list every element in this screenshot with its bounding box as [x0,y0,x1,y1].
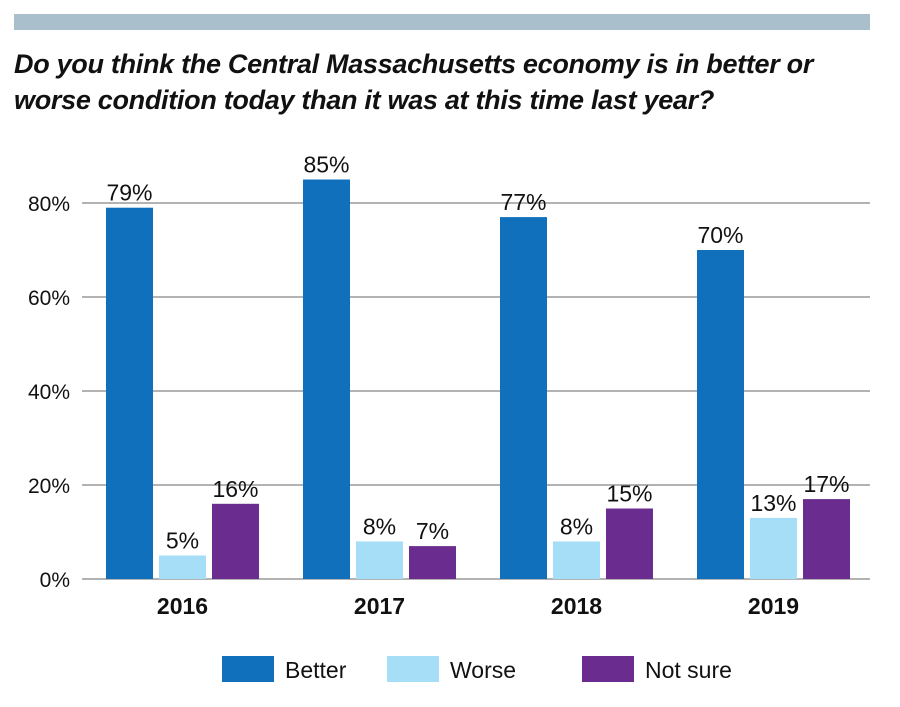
y-tick-label: 40% [28,381,70,404]
x-tick-label: 2016 [157,593,208,619]
legend-label: Not sure [645,657,732,683]
x-tick-label: 2018 [551,593,602,619]
bar-value-label: 85% [303,152,349,178]
bar-better-2017 [303,179,350,579]
bar-better-2018 [500,217,547,579]
legend-swatch-worse [387,656,439,682]
legend-swatch-not-sure [582,656,634,682]
bar-value-label: 77% [500,189,546,215]
legend-swatch-better [222,656,274,682]
bar-worse-2016 [159,555,206,579]
y-tick-label: 80% [28,193,70,216]
bar-worse-2017 [356,541,403,579]
header-accent-bar [14,14,870,30]
bar-better-2016 [106,207,153,579]
bar-worse-2018 [553,541,600,579]
y-tick-label: 0% [40,569,70,592]
bar-value-label: 16% [212,476,258,502]
legend-label: Worse [450,657,516,683]
bar-value-label: 13% [750,490,796,516]
bar-value-label: 17% [803,471,849,497]
bar-value-label: 70% [697,222,743,248]
x-tick-label: 2017 [354,593,405,619]
bar-worse-2019 [750,517,797,579]
bar-value-label: 5% [166,528,199,554]
x-tick-label: 2019 [748,593,799,619]
bar-better-2019 [697,250,744,579]
bar-value-label: 15% [606,481,652,507]
bar-value-label: 79% [106,180,152,206]
bar-not-sure-2017 [409,546,456,579]
bar-not-sure-2016 [212,503,259,579]
legend-label: Better [285,657,347,683]
bar-not-sure-2019 [803,499,850,579]
bar-not-sure-2018 [606,508,653,579]
y-tick-label: 20% [28,475,70,498]
bar-value-label: 8% [363,513,396,539]
bar-value-label: 8% [560,513,593,539]
y-tick-label: 60% [28,287,70,310]
chart-title: Do you think the Central Massachusetts e… [14,49,814,115]
bar-value-label: 7% [416,518,449,544]
